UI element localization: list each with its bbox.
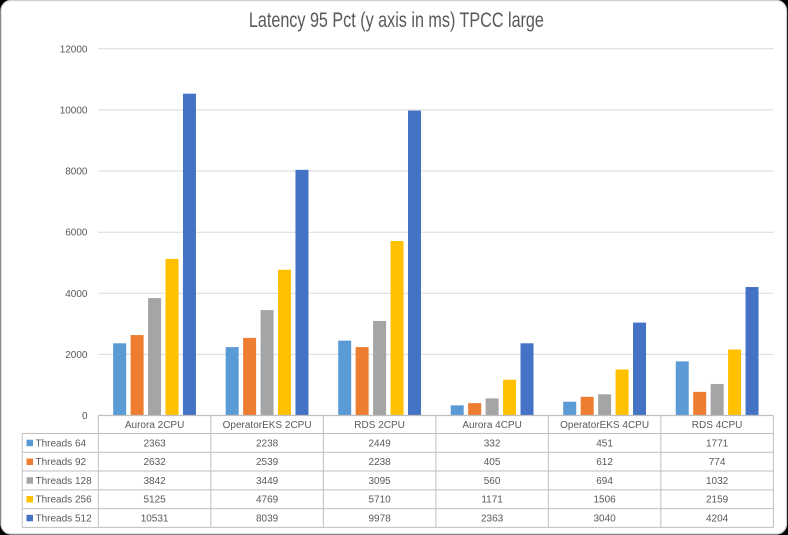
svg-text:4000: 4000 [65,289,88,300]
svg-text:Threads 512: Threads 512 [36,514,93,525]
svg-text:Threads 256: Threads 256 [36,495,93,506]
svg-text:694: 694 [596,476,613,487]
svg-text:2238: 2238 [368,457,391,468]
svg-text:8000: 8000 [65,167,88,178]
svg-text:Threads 92: Threads 92 [36,457,87,468]
svg-text:332: 332 [484,438,501,449]
svg-text:3842: 3842 [143,476,166,487]
svg-text:4204: 4204 [706,514,729,525]
svg-text:3095: 3095 [368,476,391,487]
svg-text:0: 0 [82,411,88,422]
svg-text:Latency 95 Pct (y axis in ms): Latency 95 Pct (y axis in ms) TPCC large [249,9,544,32]
svg-text:6000: 6000 [65,228,88,239]
svg-text:8039: 8039 [256,514,279,525]
svg-text:2159: 2159 [706,495,729,506]
svg-text:560: 560 [484,476,501,487]
svg-text:9978: 9978 [368,514,391,525]
svg-text:5710: 5710 [368,495,391,506]
svg-text:405: 405 [484,457,501,468]
svg-text:2539: 2539 [256,457,279,468]
svg-text:774: 774 [709,457,726,468]
svg-text:3040: 3040 [593,514,616,525]
svg-text:12000: 12000 [60,44,88,55]
svg-text:Threads 128: Threads 128 [36,476,93,487]
svg-text:2238: 2238 [256,438,279,449]
svg-text:OperatorEKS 4CPU: OperatorEKS 4CPU [560,420,649,431]
svg-text:3449: 3449 [256,476,279,487]
svg-text:1171: 1171 [481,495,503,506]
svg-text:10000: 10000 [60,105,88,116]
svg-text:1032: 1032 [706,476,729,487]
svg-text:2363: 2363 [143,438,166,449]
svg-text:2449: 2449 [368,438,391,449]
svg-text:1506: 1506 [593,495,616,506]
svg-text:10531: 10531 [141,514,169,525]
svg-text:RDS 2CPU: RDS 2CPU [354,420,405,431]
svg-text:5125: 5125 [143,495,166,506]
svg-text:Aurora 2CPU: Aurora 2CPU [125,420,184,431]
svg-text:2632: 2632 [143,457,166,468]
svg-text:OperatorEKS 2CPU: OperatorEKS 2CPU [223,420,312,431]
svg-text:Threads 64: Threads 64 [36,438,87,449]
svg-text:RDS 4CPU: RDS 4CPU [692,420,743,431]
svg-text:2363: 2363 [481,514,504,525]
svg-text:2000: 2000 [65,350,88,361]
svg-text:451: 451 [596,438,613,449]
svg-text:612: 612 [596,457,613,468]
svg-text:1771: 1771 [706,438,729,449]
svg-text:4769: 4769 [256,495,279,506]
svg-text:Aurora 4CPU: Aurora 4CPU [462,420,521,431]
